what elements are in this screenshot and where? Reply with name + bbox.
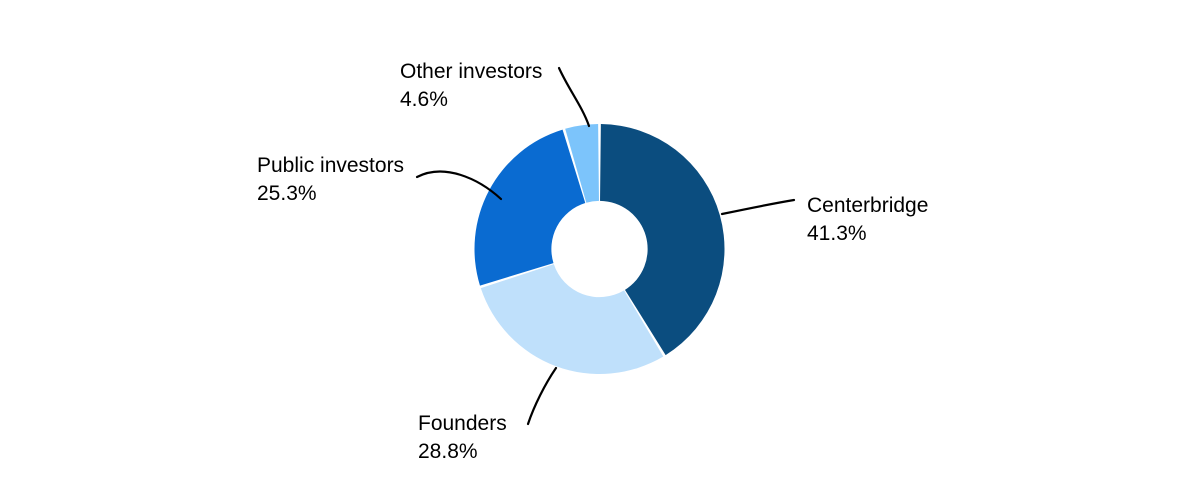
leader-line-other-investors <box>557 66 591 128</box>
leader-line-centerbridge <box>720 198 796 216</box>
donut-slice-founders[interactable] <box>480 264 664 374</box>
leader-line-founders <box>526 366 558 426</box>
donut-slice-public-investors[interactable] <box>474 129 586 286</box>
slice-label-public-investors-name: Public investors <box>257 154 405 177</box>
slice-label-founders-name: Founders <box>418 412 507 435</box>
slice-label-other-investors-name: Other investors <box>400 60 543 83</box>
slice-label-public-investors-value: 25.3% <box>257 182 317 205</box>
slice-label-public-investors: Public investors 25.3% <box>257 152 404 208</box>
donut-slice-centerbridge[interactable] <box>600 124 725 356</box>
slice-label-centerbridge-value: 41.3% <box>807 222 867 245</box>
donut-slice-group <box>474 124 725 374</box>
leader-line-public-investors <box>415 170 503 201</box>
slice-label-founders-value: 28.8% <box>418 440 478 463</box>
slice-label-other-investors-value: 4.6% <box>400 88 448 111</box>
leader-line-group <box>415 66 796 426</box>
slice-label-other-investors: Other investors 4.6% <box>400 58 542 114</box>
donut-slice-other-investors[interactable] <box>565 124 599 203</box>
slice-label-founders: Founders 28.8% <box>418 410 507 466</box>
slice-label-centerbridge: Centerbridge 41.3% <box>807 192 928 248</box>
slice-label-centerbridge-name: Centerbridge <box>807 194 929 217</box>
